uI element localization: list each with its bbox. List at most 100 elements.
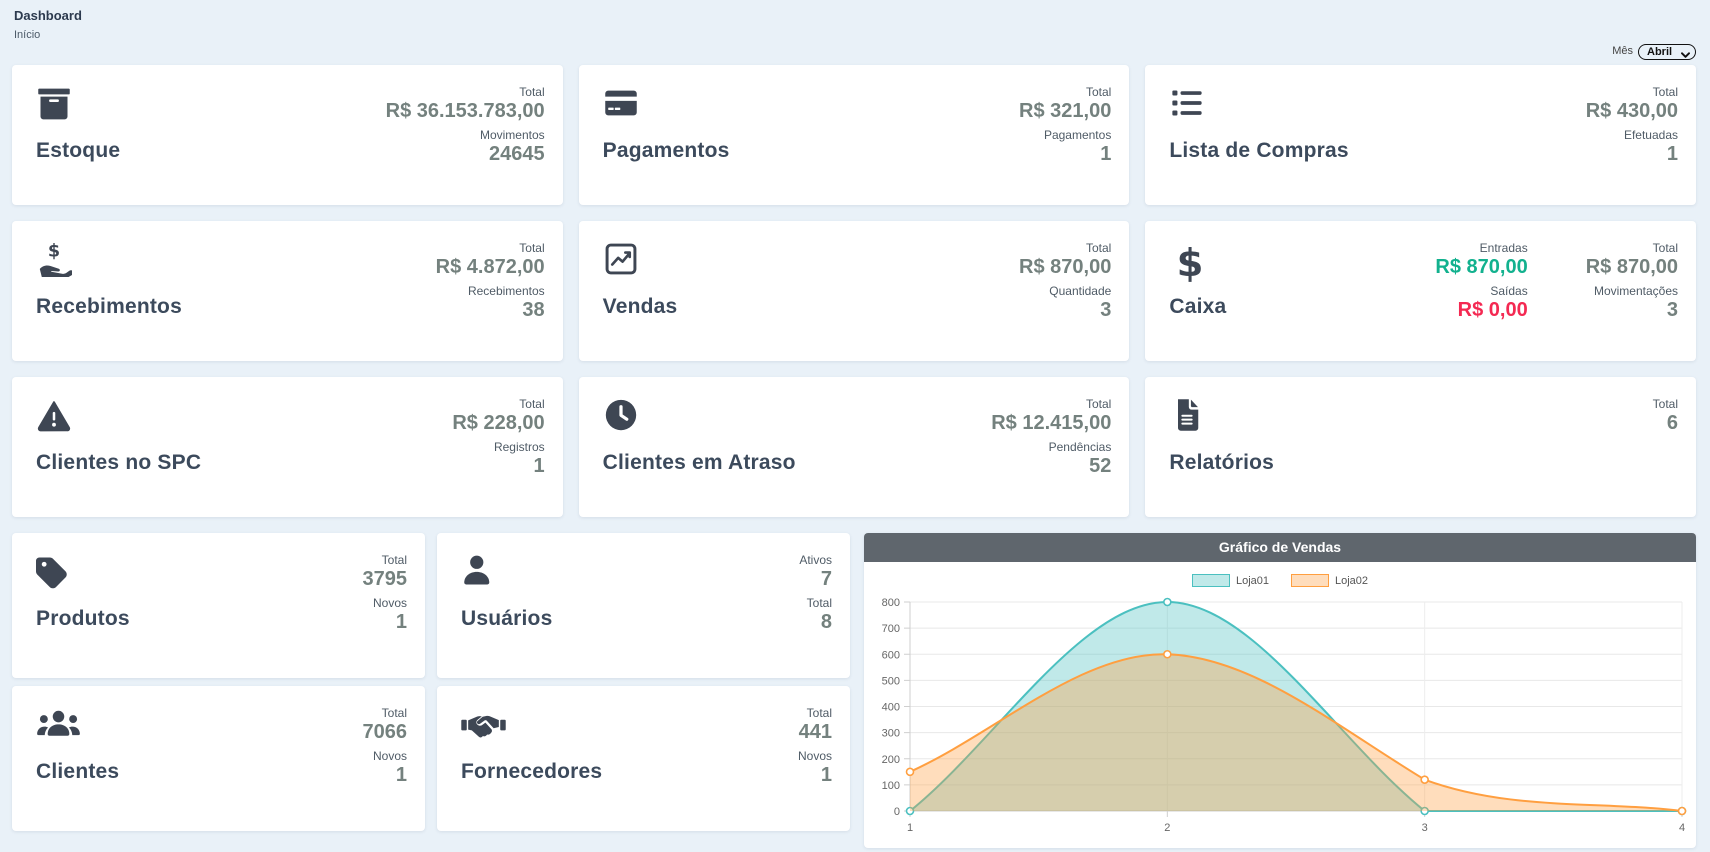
stat-label: Novos [372,596,407,610]
stat-value-entradas: R$ 870,00 [1435,256,1528,278]
stat-label: Movimentos [479,128,545,142]
legend-item-loja01[interactable]: Loja01 [1191,574,1269,587]
card-usuarios: Usuários Ativos 7 Total 8 [437,533,850,678]
legend-label: Loja01 [1235,574,1269,587]
card-recebimentos: $ Recebimentos Total R$ 4.872,00 Recebim… [12,221,563,361]
stat-label: Pendências [1048,440,1112,454]
card-title: Usuários [461,607,553,630]
legend-label: Loja02 [1335,574,1369,587]
stat-value: 38 [522,299,545,321]
stat-label: Total [519,397,545,411]
card-title: Fornecedores [461,760,603,783]
svg-text:700: 700 [882,623,900,635]
svg-text:2: 2 [1164,822,1170,834]
stat-label: Total [1085,85,1112,99]
svg-text:100: 100 [882,780,900,792]
stat-value: 1 [820,764,832,786]
svg-text:0: 0 [894,806,900,818]
stat-label: Total [806,706,832,720]
card-lista-de-compras: Lista de Compras Total R$ 430,00 Efetuad… [1145,65,1696,205]
stat-label: Recebimentos [467,284,545,298]
stat-label: Total [1085,397,1112,411]
stat-label: Total [1652,241,1678,255]
svg-text:600: 600 [882,649,900,661]
month-select[interactable]: Abril [1638,44,1696,60]
file-lines-icon [1169,397,1274,435]
triangle-exclamation-icon [36,397,201,435]
card-clientes: Clientes Total 7066 Novos 1 [12,686,425,831]
box-archive-icon [36,85,120,123]
stat-label: Total [1652,85,1678,99]
card-relatorios: Relatórios Total 6 [1145,377,1696,517]
stat-label: Total [1652,397,1678,411]
hand-holding-dollar-icon: $ [36,241,182,279]
card-title: Pagamentos [602,139,730,162]
stat-value: 3 [1666,299,1678,321]
credit-card-icon [603,85,730,123]
legend-item-loja02[interactable]: Loja02 [1291,574,1368,587]
card-produtos: Produtos Total 3795 Novos 1 [12,533,425,678]
stat-label: Total [1085,241,1112,255]
stat-value: R$ 870,00 [1585,256,1678,278]
stat-value: 1 [533,455,545,477]
users-icon [36,706,119,744]
card-title: Vendas [602,295,678,318]
stat-label: Registros [493,440,545,454]
stat-value: 1 [1100,143,1112,165]
stat-value: 7 [820,568,832,590]
card-title: Estoque [36,139,121,162]
stat-value: R$ 430,00 [1585,100,1678,122]
svg-text:1: 1 [907,822,913,834]
svg-text:4: 4 [1679,822,1685,834]
card-pagamentos: Pagamentos Total R$ 321,00 Pagamentos 1 [578,65,1130,205]
card-caixa: $ Caixa Entradas R$ 870,00 Saídas R$ 0,0… [1145,221,1696,361]
month-filter: Mês Abril [12,42,1696,60]
stat-value: R$ 12.415,00 [991,412,1112,434]
stat-label: Total [381,706,407,720]
card-title: Recebimentos [36,295,182,318]
svg-text:200: 200 [882,754,900,766]
stat-label: Movimentações [1593,284,1678,298]
svg-text:$: $ [48,241,60,261]
card-title: Clientes no SPC [36,451,202,474]
stat-value: R$ 228,00 [452,412,545,434]
clock-icon [603,397,796,435]
month-filter-label: Mês [1612,45,1633,57]
svg-text:500: 500 [882,675,900,687]
card-title: Caixa [1169,295,1227,318]
stat-value: 1 [395,611,407,633]
stat-value: R$ 36.153.783,00 [385,100,545,122]
card-title: Clientes em Atraso [602,451,796,474]
card-vendas: Vendas Total R$ 870,00 Quantidade 3 [578,221,1130,361]
mini-cards-grid: Produtos Total 3795 Novos 1 Usuários [12,533,850,848]
stat-value: 441 [798,721,832,743]
card-title: Produtos [36,607,130,630]
legend-swatch-loja01 [1191,574,1230,587]
stat-value: 1 [1666,143,1678,165]
chart-legend: Loja01 Loja02 [864,562,1696,590]
dollar-sign-icon: $ [1169,241,1226,283]
card-estoque: Estoque Total R$ 36.153.783,00 Movimento… [12,65,563,205]
handshake-icon [461,706,602,744]
chart-title: Gráfico de Vendas [864,533,1696,562]
stat-label: Efetuadas [1623,128,1678,142]
stat-value: 1 [395,764,407,786]
sales-chart-panel: Gráfico de Vendas Loja01 Loja02 0 100 200 3… [864,533,1696,848]
list-icon [1169,85,1348,123]
stat-label: Entradas [1479,241,1528,255]
svg-text:$: $ [1177,241,1204,283]
svg-text:800: 800 [882,597,900,609]
stat-label: Saídas [1490,284,1528,298]
summary-cards-grid: Estoque Total R$ 36.153.783,00 Movimento… [12,65,1696,517]
stat-label: Novos [797,749,832,763]
svg-text:300: 300 [882,728,900,740]
stat-value: R$ 321,00 [1019,100,1112,122]
stat-label: Total [519,85,545,99]
stat-value: 3 [1100,299,1112,321]
stat-value: 8 [820,611,832,633]
card-title: Clientes [36,760,120,783]
stat-label: Pagamentos [1043,128,1112,142]
user-icon [461,553,552,591]
stat-value: R$ 4.872,00 [435,256,545,278]
